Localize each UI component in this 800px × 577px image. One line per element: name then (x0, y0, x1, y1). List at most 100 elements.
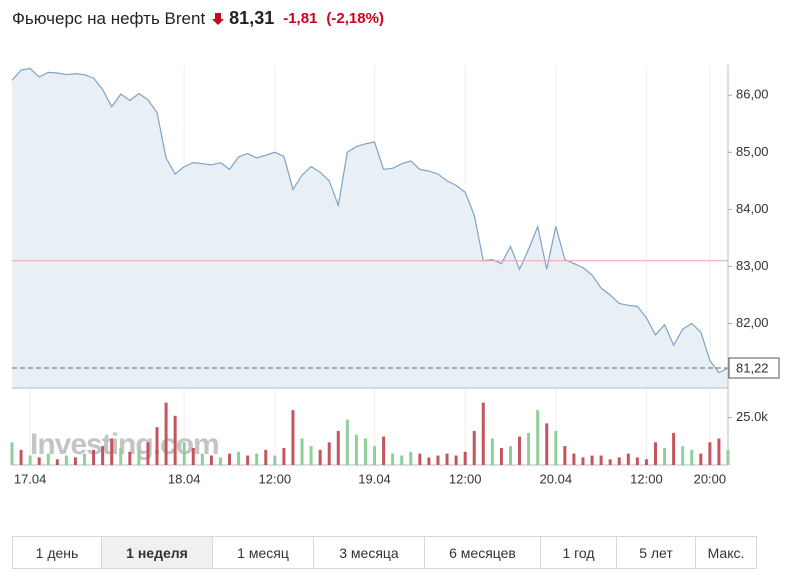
volume-bar (617, 457, 621, 465)
volume-bar (572, 453, 576, 465)
volume-bar (246, 455, 250, 465)
volume-bar (237, 451, 241, 465)
volume-bar (137, 449, 141, 465)
volume-bar (273, 455, 277, 465)
range-button[interactable]: 1 неделя (102, 537, 213, 568)
last-value-label: 81,22 (736, 360, 769, 375)
x-tick-label: 19.04 (358, 471, 391, 486)
chart: 17.04 18.04 12:00 19.04 12:00 20.04 12:00 20:00… (10, 65, 780, 486)
volume-bar (563, 446, 567, 465)
y-tick-label: 25.0k (736, 409, 768, 424)
volume-bar (663, 447, 667, 465)
volume-bar (699, 453, 703, 465)
change-percent: (-2,18%) (326, 10, 384, 27)
volume-bar (200, 453, 204, 465)
volume-bar (155, 427, 159, 465)
volume-bar (681, 446, 685, 465)
volume-bar (382, 436, 386, 465)
volume-bar (427, 457, 431, 465)
volume-bar (490, 438, 494, 465)
volume-bar (418, 453, 422, 465)
volume-bar (391, 453, 395, 465)
volume-bar (119, 447, 123, 465)
watermark: Investing.com (30, 428, 219, 461)
volume-bar (327, 442, 331, 465)
volume-bar (19, 449, 23, 465)
volume-bar (436, 455, 440, 465)
x-tick-label: 12:00 (449, 471, 482, 486)
volume-bar (146, 442, 150, 465)
volume-bar (499, 447, 503, 465)
volume-bar (545, 423, 549, 465)
y-tick-label: 86,00 (736, 87, 769, 102)
volume-bar (28, 455, 32, 465)
price-line (11, 67, 729, 374)
volume-bar (590, 455, 594, 465)
y-tick-label: 83,00 (736, 258, 769, 273)
volume-bar (518, 436, 522, 465)
range-button[interactable]: 1 день (13, 537, 102, 568)
volume-bar (626, 453, 630, 465)
volume-bar (472, 430, 476, 465)
volume-bar (209, 455, 213, 465)
y-tick-label: 84,00 (736, 201, 769, 216)
volume-bar (10, 442, 14, 465)
instrument-title: Фьючерс на нефть Brent (12, 8, 206, 28)
y-tick-label: 82,00 (736, 315, 769, 330)
volume-bar (508, 446, 512, 465)
y-tick-label: 85,00 (736, 144, 769, 159)
volume-bar (373, 446, 377, 465)
volume-bar (599, 455, 603, 465)
range-button[interactable]: 3 месяца (314, 537, 425, 568)
range-button[interactable]: Макс. (707, 544, 745, 561)
volume-bar (264, 449, 268, 465)
range-button[interactable]: 6 месяцев (425, 537, 541, 568)
volume-bar (554, 430, 558, 465)
volume-bar (46, 453, 50, 465)
volume-bar (73, 457, 77, 465)
volume-bar (228, 453, 232, 465)
volume-bar (363, 438, 367, 465)
x-tick-label: 12:00 (630, 471, 663, 486)
volume-bar (128, 451, 132, 465)
quote-header: Фьючерс на нефть Brent 81,31 -1,81 (-2,1… (12, 8, 384, 29)
range-button[interactable]: 1 месяц (213, 537, 314, 568)
range-button[interactable]: 5 лет (617, 537, 696, 568)
volume-bar (191, 447, 195, 465)
volume-bar (717, 438, 721, 465)
price: 81,31 (229, 8, 275, 28)
range-button[interactable]: 1 год (541, 537, 617, 568)
volume-bar (282, 447, 286, 465)
volume-bar (336, 430, 340, 465)
volume-bar (454, 455, 458, 465)
volume-bar (55, 459, 59, 465)
volume-bar (690, 449, 694, 465)
volume-bar (354, 434, 358, 465)
volume-bar (309, 446, 313, 465)
change: -1,81 (283, 10, 318, 27)
volume-bar (708, 442, 712, 465)
volume-bar (608, 459, 612, 465)
volume-bar (300, 438, 304, 465)
volume-bar (445, 453, 449, 465)
volume-bar (481, 402, 485, 465)
volume-bar (527, 432, 531, 465)
volume-bar (463, 451, 467, 465)
volume-bar (672, 432, 676, 465)
volume-bar (37, 457, 41, 465)
volume-bar (291, 410, 295, 465)
price-area (12, 68, 728, 389)
down-arrow (212, 12, 225, 25)
volume-bar (644, 459, 648, 465)
volume-bar (581, 457, 585, 465)
range-buttons: 1 день 1 неделя 1 месяц 3 месяца 6 месяцев 1 … (12, 536, 757, 569)
x-tick-label: 12:00 (259, 471, 292, 486)
volume-bar (173, 415, 177, 465)
x-tick-label: 17.04 (14, 471, 47, 486)
volume-bar (318, 449, 322, 465)
volume-bar (653, 442, 657, 465)
volume-bar (92, 449, 96, 465)
x-tick-label: 18.04 (168, 471, 201, 486)
volume-bar (255, 453, 259, 465)
